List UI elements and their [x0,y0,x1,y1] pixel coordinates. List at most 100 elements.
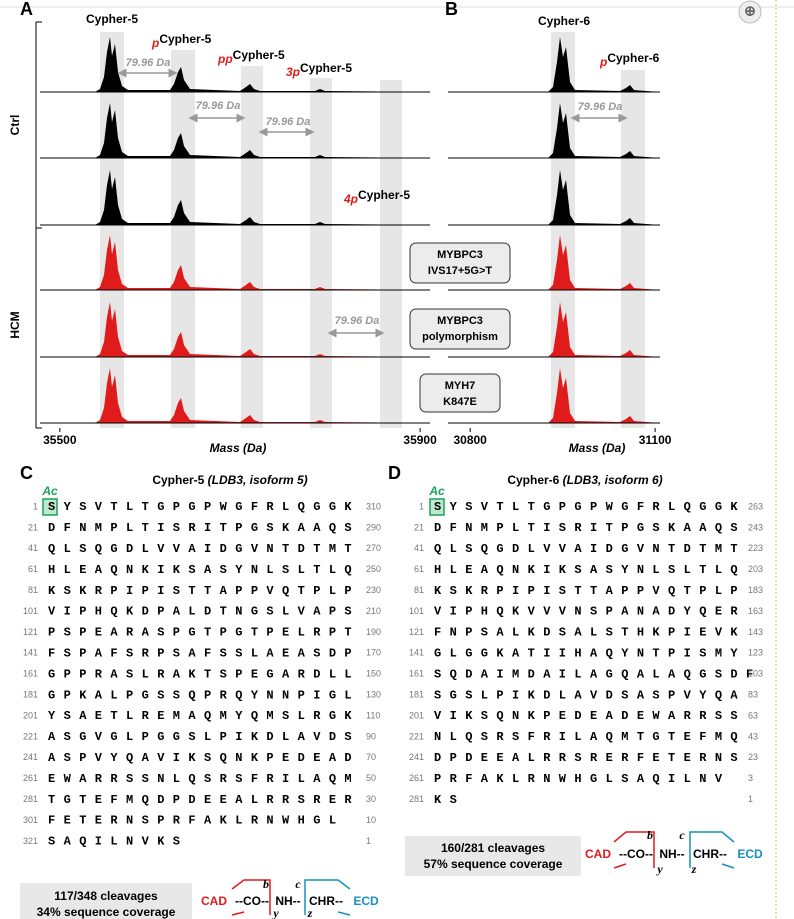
panel-label: B [445,0,458,19]
residue-start: 41 [414,543,424,553]
residue-end: 223 [748,543,763,553]
peak-label: 4pCypher-5 [343,188,410,206]
zoom-button[interactable] [738,0,762,24]
residue-start: 161 [409,669,424,679]
peak-label: Cypher-6 [538,14,590,28]
residue-start: 241 [409,752,424,762]
residue-end: 150 [366,669,381,679]
residue-end: 130 [366,689,381,699]
residue-start: 221 [409,731,424,741]
mass-shift-label: 79.96 Da [335,315,380,327]
ion-label: c [679,828,685,842]
residue-end: 270 [366,543,381,553]
sample-label: MYBPC3 [437,249,483,261]
sequence: SYSVTLTGPGPWGFRLQGGK [48,500,360,514]
residue-end: 110 [366,710,380,720]
scheme-label: CHR-- [693,847,727,861]
peak-label: Cypher-5 [86,12,138,26]
sequence: DFNMPLTISRITPGSKAAQS [48,521,360,535]
x-axis-title: Mass (Da) [569,441,626,455]
sequence: SYSVTLTGPGPWGFRLQGGK [434,500,746,514]
sequence: PRFAKLRNWHGLSAQILNV [434,772,730,786]
sequence: KSKRPIPISTTAPPVQTPLP [434,584,746,598]
x-axis-title: Mass (Da) [210,441,267,455]
mass-shift-label: 79.96 Da [196,100,241,112]
residue-start: 121 [409,627,424,637]
residue-start: 161 [23,669,38,679]
residue-end: 1 [366,836,371,846]
spectrum [40,37,430,92]
x-tick-label: 30800 [453,433,487,447]
residue-end: 263 [748,501,763,511]
spectrum [40,302,430,357]
sequence: KSKRPIPISTTAPPVQTPLP [48,584,360,598]
residue-start: 61 [28,564,38,574]
residue-start: 261 [23,773,38,783]
residue-start: 1 [33,501,38,511]
panel-label: A [20,0,33,19]
sequence: VIPHQKVVVNSPANADYQER [434,605,746,619]
sequence: VIPHQKDPALDTNGSLVAPS [48,605,360,619]
sequence: DFNMPLTISRITPGSKAAQS [434,521,746,535]
group-label: HCM [8,311,22,338]
residue-end: 250 [366,564,381,574]
sequence: HLEAQNKIKSASYNLSLTLQ [434,563,746,577]
sample-label: IVS17+5G>T [428,265,492,277]
x-tick-label: 35900 [403,433,437,447]
residue-end: 83 [748,689,758,699]
sequence: SAQILNVKS [48,835,188,849]
panel-title: Cypher-6 (LDB3, isoform 6) [507,473,662,487]
residue-start: 1 [419,501,424,511]
residue-end: 123 [748,648,763,658]
scheme-label: NH-- [659,847,684,861]
residue-start: 101 [409,606,424,616]
summary: 34% sequence coverage [37,905,176,919]
residue-end: 210 [366,606,381,616]
scheme-label: CHR-- [309,894,343,908]
residue-end: 30 [366,794,376,804]
mass-shift-label: 79.96 Da [578,101,623,113]
scheme-label: ECD [737,847,763,861]
residue-start: 41 [28,543,38,553]
ion-label: z [307,906,313,919]
residue-start: 81 [414,585,424,595]
residue-start: 201 [409,710,424,720]
residue-start: 181 [23,689,38,699]
sequence: SQDAIMDAILAGQALAQGSDF [434,667,762,681]
residue-end: 170 [366,648,381,658]
residue-start: 81 [28,585,38,595]
peak-label: 3pCypher-5 [286,61,352,79]
mass-shifts [117,68,628,338]
scheme-label: CAD [585,847,611,861]
residue-start: 121 [23,627,38,637]
mass-shift-label: 79.96 Da [126,57,171,69]
sequence: FETERNSPRFAKLRNWHGL [48,814,344,828]
residue-end: 70 [366,752,376,762]
residue-end: 43 [748,731,758,741]
sequence: FNPSALKDSALSTHKPIEVK [434,626,746,640]
group-label: Ctrl [8,115,22,136]
ion-label: y [271,906,279,919]
zoom-icon[interactable]: ⊕ [744,3,756,19]
sequence: YSAETLREMAQMYQMSLRGK [48,709,360,723]
sequence: TGTEFMQDPDEEALRRSRER [48,793,360,807]
scheme-label: --CO-- [235,894,269,908]
sequence: EWARRSSNLQSRSFRILAQM [48,772,360,786]
summary: 117/348 cleavages [54,889,158,903]
sequence: KS [434,793,465,807]
ion-label: b [647,828,653,842]
sample-label: MYH7 [445,380,476,392]
residue-start: 321 [23,836,38,846]
residue-start: 141 [409,648,424,658]
ion-label: z [691,862,697,876]
residue-end: 183 [748,585,763,595]
acetyl-box [42,498,58,516]
residue-start: 201 [23,710,38,720]
scheme-label: NH-- [275,894,300,908]
residue-start: 21 [414,522,424,532]
residue-end: 243 [748,522,763,532]
residue-start: 61 [414,564,424,574]
residue-start: 301 [23,815,38,825]
